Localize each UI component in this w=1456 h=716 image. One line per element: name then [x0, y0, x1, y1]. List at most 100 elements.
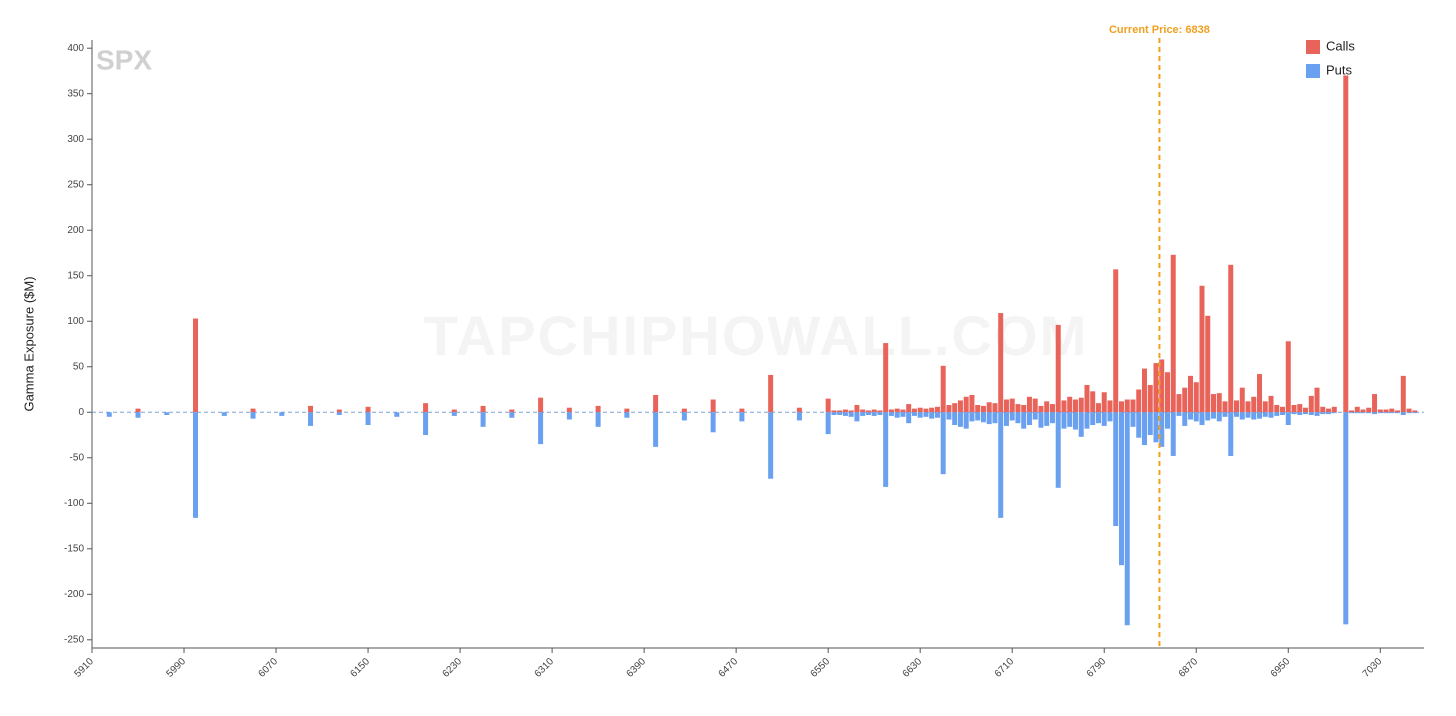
bar: [193, 318, 199, 413]
bar: [929, 407, 935, 413]
bar: [1199, 285, 1205, 413]
bar: [1084, 412, 1090, 429]
bar: [957, 412, 963, 427]
bar: [1164, 372, 1170, 413]
bar: [1159, 359, 1165, 413]
y-tick-label: 50: [73, 361, 85, 372]
bar: [1400, 412, 1406, 415]
bar: [1130, 412, 1136, 427]
bar: [1280, 406, 1286, 413]
bar: [681, 412, 687, 421]
bar: [1113, 412, 1119, 527]
bar: [1164, 412, 1170, 429]
bar: [423, 412, 429, 436]
bar: [1130, 399, 1136, 413]
bar: [842, 412, 848, 416]
bar: [1153, 412, 1159, 443]
bar: [221, 412, 227, 416]
chart-title: SPX: [96, 44, 152, 75]
bar: [1354, 412, 1360, 414]
bar: [900, 409, 906, 413]
bar: [998, 412, 1004, 518]
bar: [1118, 401, 1124, 413]
bar: [1107, 400, 1113, 413]
bar: [917, 407, 923, 413]
bar: [1199, 412, 1205, 426]
bar: [509, 412, 515, 418]
bar: [894, 408, 900, 413]
bar: [1141, 412, 1147, 446]
bar: [837, 412, 843, 415]
bar: [308, 405, 314, 413]
bar: [739, 408, 745, 413]
bar: [923, 412, 929, 417]
bar: [480, 405, 486, 413]
x-tick-label: 6070: [257, 656, 281, 680]
bar: [1113, 269, 1119, 413]
bar: [1061, 400, 1067, 413]
bar: [1026, 412, 1032, 426]
bar: [1090, 391, 1096, 413]
bar: [1015, 412, 1021, 424]
bar: [1187, 412, 1193, 420]
bar: [1257, 412, 1263, 419]
bar: [1072, 412, 1078, 430]
bar: [1124, 412, 1130, 626]
bar: [911, 408, 917, 413]
x-tick-label: 6870: [1177, 656, 1201, 680]
bar: [595, 412, 601, 427]
bar: [946, 404, 952, 413]
bar: [624, 412, 630, 418]
bar: [1015, 404, 1021, 413]
bar: [1090, 412, 1096, 426]
bar: [871, 409, 877, 413]
bar: [1268, 412, 1274, 418]
bar: [934, 412, 940, 418]
bar: [969, 412, 975, 422]
bar: [451, 412, 457, 416]
bar: [825, 412, 831, 435]
bar: [1251, 412, 1257, 420]
bar: [164, 412, 170, 415]
legend-label: Calls: [1326, 38, 1355, 53]
x-tick-label: 6470: [717, 656, 741, 680]
bar: [509, 409, 515, 413]
y-tick-label: 100: [67, 316, 84, 327]
bar: [135, 408, 141, 413]
bar: [854, 412, 860, 422]
bar: [871, 412, 877, 416]
bar: [365, 406, 371, 413]
bar: [1234, 412, 1240, 417]
watermark: TAPCHIPHOWALL.COM: [424, 304, 1088, 367]
bar: [1303, 407, 1309, 413]
bar: [1343, 412, 1349, 625]
bar: [1308, 412, 1314, 415]
y-tick-label: 350: [67, 88, 84, 99]
bar: [1049, 412, 1055, 424]
x-tick-label: 6150: [349, 656, 373, 680]
bar: [653, 412, 659, 447]
bar: [1072, 399, 1078, 413]
bar: [1274, 412, 1280, 416]
bar: [1274, 404, 1280, 413]
bar: [250, 412, 256, 419]
bar: [825, 398, 831, 413]
bar: [1372, 394, 1378, 413]
bar: [1067, 412, 1073, 427]
bar: [1228, 412, 1234, 456]
bar: [1009, 412, 1015, 421]
bar: [595, 405, 601, 413]
bar: [1343, 75, 1349, 413]
bar: [883, 343, 889, 413]
bar: [1245, 401, 1251, 413]
bar: [929, 412, 935, 419]
bar: [451, 409, 457, 413]
y-tick-label: 300: [67, 134, 84, 145]
bar: [1268, 395, 1274, 413]
bar: [1297, 404, 1303, 413]
bar: [1067, 396, 1073, 413]
bar: [906, 412, 912, 424]
bar: [1291, 412, 1297, 415]
bar: [1061, 412, 1067, 429]
bar: [1176, 394, 1182, 413]
